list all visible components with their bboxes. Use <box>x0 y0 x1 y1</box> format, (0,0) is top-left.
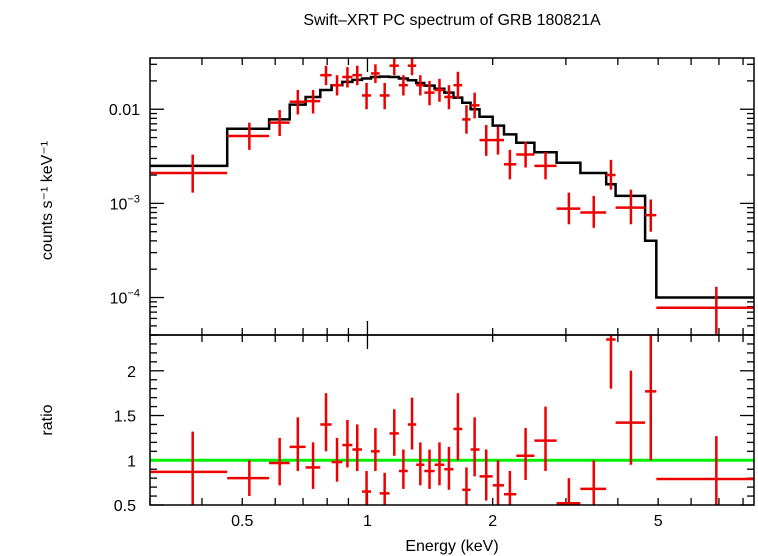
data-point <box>371 64 380 83</box>
model-histogram <box>150 75 754 299</box>
x-tick-label: 1 <box>363 513 372 530</box>
bottom-y-axis-label: ratio <box>39 404 56 435</box>
data-point <box>305 442 321 489</box>
data-point <box>580 195 607 228</box>
data-point <box>479 124 493 156</box>
bottom-panel-frame <box>149 334 755 506</box>
data-point <box>389 409 399 456</box>
data-point <box>534 406 557 471</box>
data-point <box>470 417 480 477</box>
top-panel-frame <box>149 57 755 336</box>
data-point <box>462 467 471 505</box>
data-point <box>479 449 493 501</box>
y-tick-label: 2 <box>127 364 136 381</box>
data-point <box>379 82 390 110</box>
data-point <box>331 75 343 96</box>
data-point <box>227 122 270 150</box>
data-point <box>580 460 607 505</box>
top-y-tick-labels: 0.01 10−3 10−4 <box>109 102 140 307</box>
data-point <box>150 431 228 505</box>
data-point <box>556 192 581 225</box>
data-point <box>407 397 417 450</box>
y-tick-label: 1.5 <box>114 409 136 426</box>
data-point <box>615 370 646 465</box>
data-point <box>645 335 657 461</box>
data-point <box>361 82 372 110</box>
data-point <box>320 65 332 86</box>
data-point <box>269 437 290 486</box>
data-point <box>424 80 435 106</box>
bottom-data-points <box>150 335 754 505</box>
data-point <box>389 58 399 76</box>
top-y-axis-label: counts s⁻¹ keV⁻¹ <box>39 141 56 260</box>
data-point <box>434 442 445 486</box>
data-point <box>534 152 557 180</box>
data-point <box>416 75 425 96</box>
data-point <box>516 141 535 168</box>
data-point <box>361 471 372 505</box>
bottom-ticks <box>149 334 754 506</box>
top-panel: 0.01 10−3 10−4 counts s⁻¹ keV⁻¹ <box>39 57 755 336</box>
data-point <box>320 393 332 452</box>
y-tick-label: 10−4 <box>110 288 140 308</box>
data-point <box>606 335 616 389</box>
y-tick-label: 10−3 <box>110 193 140 213</box>
data-point <box>504 471 517 505</box>
data-point <box>407 58 417 76</box>
x-tick-label: 5 <box>654 513 663 530</box>
y-tick-label: 1 <box>127 453 136 470</box>
data-point <box>398 75 408 96</box>
x-tick-labels: 0.5 1 2 5 <box>231 513 663 530</box>
bottom-panel: 0.5 1 1.5 2 ratio <box>39 334 755 515</box>
data-point <box>352 424 362 471</box>
data-point <box>342 420 353 468</box>
data-point <box>398 449 408 489</box>
data-point <box>227 460 270 497</box>
data-point <box>305 90 321 114</box>
data-point <box>516 428 535 480</box>
data-point <box>434 78 445 102</box>
data-point <box>416 442 425 486</box>
data-point <box>606 159 616 190</box>
data-point <box>269 110 290 136</box>
x-axis-label: Energy (keV) <box>405 538 498 555</box>
data-point <box>289 90 306 115</box>
y-tick-label: 0.01 <box>109 102 140 119</box>
data-point <box>656 436 754 505</box>
data-point <box>331 437 343 482</box>
data-point <box>492 460 505 505</box>
chart-title: Swift–XRT PC spectrum of GRB 180821A <box>303 12 601 29</box>
data-point <box>342 67 353 88</box>
top-data-points <box>150 58 754 335</box>
data-point <box>462 105 471 134</box>
top-ticks <box>149 58 754 336</box>
data-point <box>424 449 435 489</box>
data-point <box>150 154 228 193</box>
data-point <box>453 71 463 99</box>
data-point <box>444 85 454 110</box>
data-point <box>453 393 463 461</box>
data-point <box>470 92 480 119</box>
data-point <box>379 472 390 505</box>
x-tick-label: 0.5 <box>231 513 253 530</box>
data-point <box>504 149 517 180</box>
data-point <box>492 126 505 155</box>
model-step-line <box>150 75 754 299</box>
data-point <box>371 428 380 471</box>
data-point <box>615 189 646 225</box>
data-point <box>645 199 657 232</box>
x-tick-label: 2 <box>488 513 497 530</box>
data-point <box>444 446 454 490</box>
data-point <box>289 417 306 471</box>
data-point <box>352 65 362 86</box>
bottom-y-tick-labels: 0.5 1 1.5 2 <box>114 364 136 515</box>
data-point <box>556 478 581 505</box>
data-point <box>656 286 754 335</box>
y-tick-label: 0.5 <box>114 498 136 515</box>
